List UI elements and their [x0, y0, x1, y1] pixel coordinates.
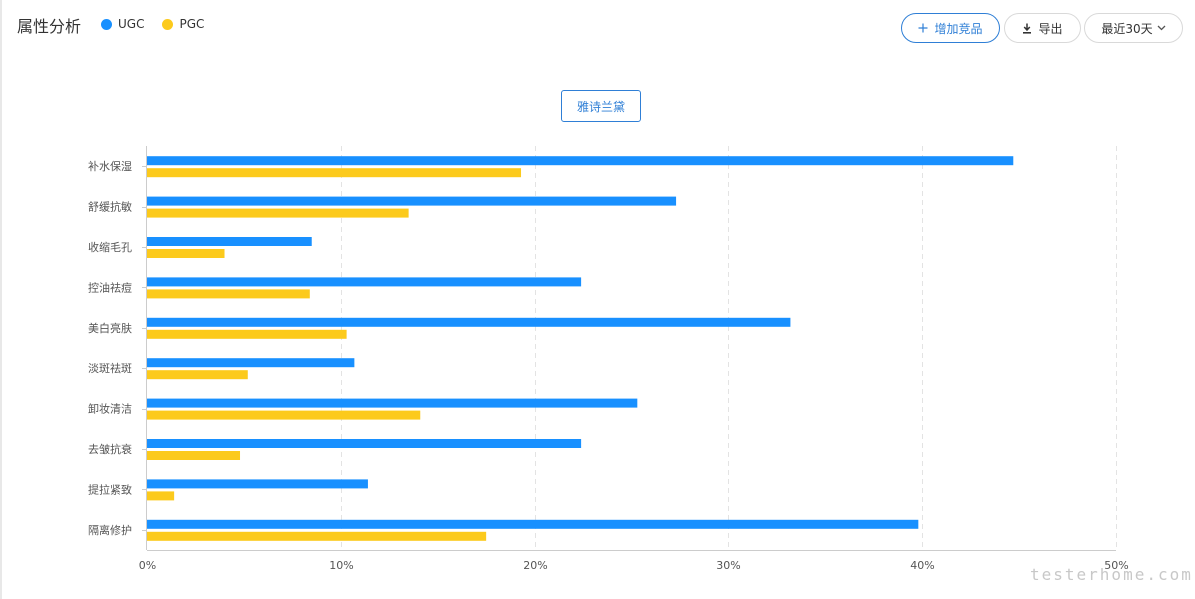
bar-ugc[interactable]: [147, 479, 368, 489]
add-competitor-label: 增加竞品: [934, 21, 983, 36]
legend-label-ugc: UGC: [118, 17, 145, 31]
download-icon: [1022, 23, 1032, 34]
bar-ugc[interactable]: [147, 519, 919, 529]
y-category-label: 收缩毛孔: [88, 240, 132, 254]
date-range-label: 最近30天: [1101, 21, 1153, 36]
legend-item-ugc[interactable]: UGC: [101, 17, 144, 31]
export-label: 导出: [1038, 21, 1063, 36]
bar-ugc[interactable]: [147, 439, 582, 448]
bar-pgc[interactable]: [147, 491, 175, 501]
bar-pgc[interactable]: [147, 370, 248, 380]
bar-ugc[interactable]: [147, 237, 312, 246]
plus-icon: [918, 23, 928, 33]
page-title: 属性分析: [17, 17, 82, 36]
watermark: testerhome.com: [1030, 565, 1193, 584]
y-category-label: 卸妆清洁: [88, 402, 132, 416]
export-button[interactable]: 导出: [1004, 13, 1081, 43]
x-tick-label: 20%: [523, 559, 547, 572]
y-category-label: 去皱抗衰: [88, 442, 132, 456]
y-category-label: 提拉紧致: [88, 482, 132, 496]
bar-ugc[interactable]: [147, 398, 638, 408]
bar-pgc[interactable]: [147, 329, 347, 339]
legend-label-pgc: PGC: [179, 17, 205, 31]
bar-pgc[interactable]: [147, 249, 225, 258]
brand-tag[interactable]: 雅诗兰黛: [561, 90, 641, 122]
bar-ugc[interactable]: [147, 358, 355, 368]
x-tick-label: 30%: [716, 559, 740, 572]
date-range-select[interactable]: 最近30天: [1084, 13, 1183, 43]
x-tick-label: 40%: [910, 559, 934, 572]
x-tick-label: 50%: [1104, 559, 1128, 572]
y-category-label: 美白亮肤: [88, 321, 132, 335]
y-category-label: 淡斑祛斑: [88, 361, 132, 375]
bar-pgc[interactable]: [147, 410, 421, 420]
x-tick-label: 10%: [329, 559, 353, 572]
bar-ugc[interactable]: [147, 156, 1014, 166]
chart-legend: UGC PGC: [101, 17, 222, 31]
bar-ugc[interactable]: [147, 277, 582, 287]
y-category-label: 隔离修护: [88, 523, 132, 537]
y-category-label: 舒缓抗敏: [88, 200, 132, 214]
bar-pgc[interactable]: [147, 451, 241, 460]
bar-ugc[interactable]: [147, 317, 791, 327]
legend-dot-ugc: [101, 18, 112, 30]
chevron-down-icon: [1157, 25, 1166, 31]
legend-dot-pgc: [162, 18, 174, 30]
legend-item-pgc[interactable]: PGC: [162, 17, 204, 31]
bar-pgc[interactable]: [147, 168, 522, 178]
bar-ugc[interactable]: [147, 196, 677, 206]
bar-pgc[interactable]: [147, 208, 409, 218]
y-category-label: 控油祛痘: [88, 280, 132, 294]
panel-left-border: [0, 0, 2, 599]
add-competitor-button[interactable]: 增加竞品: [901, 13, 1000, 43]
bar-pgc[interactable]: [147, 531, 487, 541]
x-tick-label: 0%: [139, 559, 156, 572]
y-category-label: 补水保湿: [88, 159, 132, 173]
bar-pgc[interactable]: [147, 289, 310, 299]
